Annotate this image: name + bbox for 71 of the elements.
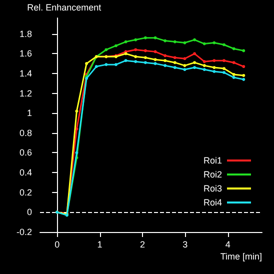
point	[173, 56, 176, 60]
point	[242, 49, 246, 52]
x-tick-label: 0	[54, 240, 60, 250]
point	[212, 66, 216, 70]
x-tick-label: 2	[140, 240, 145, 250]
point	[222, 59, 226, 62]
x-tick-label: 4	[225, 240, 230, 250]
point	[202, 60, 206, 64]
y-tick-label: 0.2	[19, 187, 32, 198]
y-tick-label: 1.4	[19, 68, 32, 78]
point	[144, 56, 147, 60]
point	[134, 60, 138, 64]
x-tick-label: 1	[97, 240, 102, 250]
point	[212, 41, 216, 44]
point	[124, 40, 128, 44]
point	[75, 110, 78, 113]
point	[232, 72, 236, 76]
point	[232, 76, 236, 79]
point	[154, 62, 157, 66]
point	[183, 68, 186, 72]
y-tick-label: -0.2	[16, 227, 32, 237]
point	[94, 65, 98, 68]
legend-label: Roi3	[203, 184, 222, 194]
y-tick-label: 0	[26, 207, 32, 218]
point	[134, 48, 138, 52]
point	[193, 52, 196, 56]
point	[164, 39, 167, 42]
point	[164, 64, 167, 68]
y-tick-label: 1	[26, 108, 32, 118]
point	[164, 59, 167, 62]
point	[114, 44, 118, 48]
point	[114, 63, 118, 66]
legend-label: Roi1	[203, 156, 222, 166]
x-axis-title: Time [min]	[220, 252, 262, 262]
point	[242, 74, 246, 77]
point	[173, 40, 176, 44]
point	[124, 59, 128, 62]
point	[242, 65, 246, 68]
point	[144, 36, 147, 40]
point	[242, 78, 246, 81]
point	[154, 58, 157, 62]
y-tick-label: 1.6	[19, 48, 32, 59]
y-tick-label: 0.6	[19, 148, 32, 158]
point	[134, 38, 138, 42]
point	[183, 64, 186, 68]
point	[144, 49, 147, 52]
point	[212, 70, 216, 73]
point	[193, 38, 196, 42]
point	[134, 55, 138, 58]
legend-label: Roi2	[203, 170, 222, 180]
point	[232, 47, 236, 50]
point	[104, 63, 108, 66]
y-tick-label: 0.8	[19, 128, 32, 138]
y-tick-label: 1.8	[19, 28, 32, 39]
point	[183, 41, 186, 44]
y-axis-title: Rel. Enhancement	[27, 2, 102, 12]
point	[173, 61, 176, 64]
point	[222, 43, 226, 46]
point	[232, 61, 236, 64]
point	[212, 59, 216, 62]
point	[164, 54, 167, 58]
point	[75, 151, 78, 154]
legend-label: Roi4	[203, 198, 222, 208]
point	[104, 48, 108, 52]
point	[193, 61, 196, 64]
point	[183, 57, 186, 60]
point	[144, 61, 147, 64]
point	[202, 64, 206, 68]
y-tick-label: 0.4	[19, 168, 32, 178]
y-tick-label: 1.2	[19, 88, 32, 98]
x-tick-label: 3	[182, 240, 188, 250]
